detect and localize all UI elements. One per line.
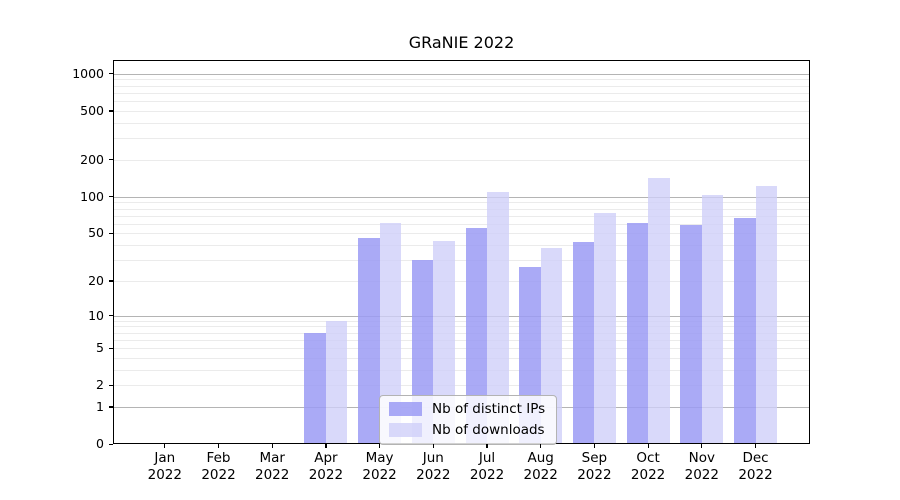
y-tick-label: 20 [88,272,104,288]
x-tick-mark [325,444,327,448]
bar-nb-of-downloads-dec-2022 [755,185,777,443]
y-tick-label: 100 [80,188,104,204]
bar-nb-of-downloads-sep-2022 [594,212,616,443]
x-tick-label: Feb 2022 [201,450,236,483]
x-tick-mark [164,444,166,448]
x-tick-mark [540,444,542,448]
legend-item-distinct-ips: Nb of distinct IPs [389,401,545,417]
minor-gridline [114,385,809,387]
major-gridline [114,315,809,317]
minor-gridline [114,339,809,341]
minor-gridline [114,92,809,94]
legend: Nb of distinct IPs Nb of downloads [379,395,558,445]
chart-title: GRaNIE 2022 [408,33,515,52]
y-tick-mark [109,406,113,408]
minor-gridline [114,357,809,359]
minor-gridline [114,369,809,371]
y-tick-mark [109,196,113,198]
minor-gridline [114,259,809,261]
y-tick-label: 10 [88,307,104,323]
y-tick-mark [109,110,113,112]
plot-area: Nb of distinct IPs Nb of downloads [113,60,810,445]
y-tick-mark [109,159,113,161]
minor-gridline [114,101,809,102]
x-tick-label: Jan 2022 [147,450,182,483]
y-tick-label: 2 [96,376,104,392]
minor-gridline [114,332,809,334]
minor-gridline [114,122,809,124]
x-tick-label: Nov 2022 [684,450,719,483]
x-tick-label: Jul 2022 [469,450,505,483]
y-tick-label: 1 [96,398,104,414]
x-tick-mark [271,444,273,448]
bar-nb-of-downloads-may-2022 [379,222,402,443]
minor-gridline [114,280,809,282]
y-tick-label: 50 [88,225,104,241]
y-tick-mark [109,315,113,317]
bar-nb-of-downloads-aug-2022 [540,247,563,443]
legend-swatch-distinct-ips [389,402,422,416]
minor-gridline [114,348,809,349]
minor-gridline [114,110,809,112]
x-tick-mark [217,444,220,448]
minor-gridline [114,245,809,246]
y-tick-label: 500 [80,102,104,118]
bar-nb-of-downloads-apr-2022 [325,320,348,443]
x-tick-label: Jun 2022 [416,450,451,483]
minor-gridline [114,223,809,225]
minor-gridline [114,138,809,140]
minor-gridline [114,208,809,210]
x-tick-mark [486,444,488,448]
x-tick-mark [593,444,596,448]
y-tick-label: 1000 [72,65,104,81]
bar-nb-of-distinct-ips-may-2022 [358,237,380,443]
major-gridline [114,196,809,198]
bar-nb-of-distinct-ips-nov-2022 [680,225,702,443]
y-tick-label: 0 [96,435,104,451]
bar-nb-of-downloads-oct-2022 [648,178,670,443]
major-gridline [114,73,809,75]
legend-label-distinct-ips: Nb of distinct IPs [432,401,546,417]
bar-nb-of-distinct-ips-apr-2022 [304,332,326,443]
legend-swatch-downloads [389,423,422,437]
legend-label-downloads: Nb of downloads [432,422,545,438]
bar-nb-of-downloads-jul-2022 [487,191,509,443]
minor-gridline [114,202,809,204]
bar-nb-of-distinct-ips-sep-2022 [572,242,595,443]
x-tick-label: Sep 2022 [577,450,612,483]
bar-nb-of-downloads-nov-2022 [701,194,724,443]
y-tick-label: 5 [96,339,104,355]
x-tick-label: Oct 2022 [630,450,666,483]
minor-gridline [114,215,809,217]
y-tick-label: 200 [80,151,104,167]
minor-gridline [114,79,809,81]
minor-gridline [114,233,809,235]
x-tick-label: Apr 2022 [308,450,344,483]
x-tick-label: May 2022 [362,450,397,483]
y-tick-mark [109,232,113,235]
y-tick-mark [109,384,113,386]
bar-nb-of-distinct-ips-oct-2022 [626,222,649,443]
x-tick-label: Dec 2022 [738,450,773,483]
minor-gridline [114,326,809,328]
minor-gridline [114,85,809,87]
x-tick-mark [754,444,757,448]
bar-nb-of-distinct-ips-jul-2022 [465,228,487,443]
x-tick-mark [647,444,649,448]
y-tick-mark [109,280,113,282]
y-tick-mark [109,73,113,75]
minor-gridline [114,159,809,161]
x-tick-label: Aug 2022 [523,450,558,483]
x-tick-mark [432,444,434,448]
minor-gridline [114,320,809,322]
x-tick-mark [379,444,381,448]
y-tick-mark [109,443,113,445]
x-tick-mark [701,444,703,448]
legend-item-downloads: Nb of downloads [389,422,545,438]
bar-nb-of-downloads-jun-2022 [433,241,455,443]
bar-nb-of-distinct-ips-dec-2022 [734,217,756,443]
y-tick-mark [109,347,113,349]
x-tick-label: Mar 2022 [255,450,290,483]
